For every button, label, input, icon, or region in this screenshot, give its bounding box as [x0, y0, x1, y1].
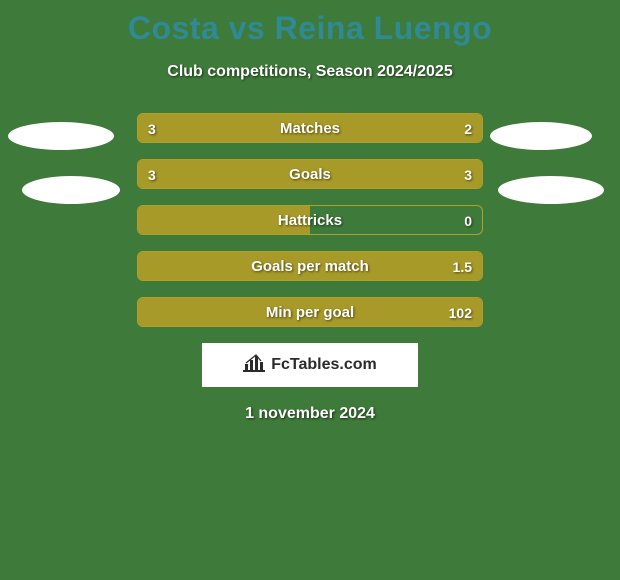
stat-label: Matches — [138, 114, 482, 143]
ellipse-decor — [490, 122, 592, 150]
comparison-card: Costa vs Reina Luengo Club competitions,… — [0, 0, 620, 580]
stat-value-right: 3 — [464, 160, 472, 189]
stat-row: Goals per match1.5 — [137, 251, 483, 281]
stat-value-right: 1.5 — [453, 252, 472, 281]
subtitle: Club competitions, Season 2024/2025 — [0, 63, 620, 81]
date-text: 1 november 2024 — [0, 405, 620, 423]
stat-row: 3Goals3 — [137, 159, 483, 189]
ellipse-decor — [22, 176, 120, 204]
stat-rows: 3Matches23Goals3Hattricks0Goals per matc… — [137, 113, 483, 327]
brand-box: FcTables.com — [202, 343, 418, 387]
brand-text: FcTables.com — [271, 356, 377, 374]
ellipse-decor — [498, 176, 604, 204]
stat-label: Goals — [138, 160, 482, 189]
stat-label: Goals per match — [138, 252, 482, 281]
stat-row: Min per goal102 — [137, 297, 483, 327]
bar-chart-icon — [243, 354, 265, 377]
stat-value-right: 102 — [449, 298, 472, 327]
stat-row: Hattricks0 — [137, 205, 483, 235]
ellipse-decor — [8, 122, 114, 150]
stat-value-right: 2 — [464, 114, 472, 143]
stat-label: Min per goal — [138, 298, 482, 327]
stat-label: Hattricks — [138, 206, 482, 235]
stat-row: 3Matches2 — [137, 113, 483, 143]
page-title: Costa vs Reina Luengo — [0, 0, 620, 47]
stat-value-right: 0 — [464, 206, 472, 235]
